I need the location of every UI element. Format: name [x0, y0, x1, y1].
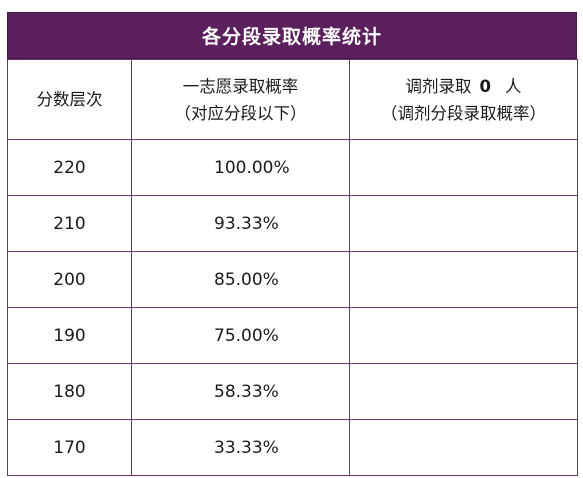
header-adjustment-suffix: 人	[504, 76, 522, 96]
table-row: 200 85.00%	[7, 251, 578, 308]
score-cell: 210	[7, 195, 132, 252]
score-cell: 170	[7, 419, 132, 476]
table-title: 各分段录取概率统计	[7, 12, 577, 59]
score-cell: 220	[7, 139, 132, 196]
adjust-cell	[349, 251, 578, 308]
header-first-choice-line2: （对应分段以下）	[174, 103, 307, 123]
header-first-choice-line1: 一志愿录取概率	[182, 76, 299, 96]
table-row: 220 100.00%	[7, 139, 578, 196]
score-cell: 190	[7, 307, 132, 364]
probability-table-container: 各分段录取概率统计 分数层次 一志愿录取概率 （对应分段以下） 调剂录取 0 人 （…	[7, 12, 578, 476]
adjust-cell	[349, 419, 578, 476]
rate-cell: 85.00%	[131, 251, 350, 308]
header-adjustment-prefix: 调剂录取	[405, 76, 472, 96]
table-row: 210 93.33%	[7, 195, 578, 252]
score-cell: 180	[7, 363, 132, 420]
header-adjustment-count: 0	[479, 76, 491, 96]
table-row: 190 75.00%	[7, 307, 578, 364]
rate-cell: 33.33%	[131, 419, 350, 476]
header-adjustment-line2: （调剂分段录取概率）	[381, 103, 546, 123]
header-row: 分数层次 一志愿录取概率 （对应分段以下） 调剂录取 0 人 （调剂分段录取概率）	[7, 59, 578, 140]
rate-cell: 93.33%	[131, 195, 350, 252]
header-first-choice-rate: 一志愿录取概率 （对应分段以下）	[131, 59, 350, 140]
rate-cell: 58.33%	[131, 363, 350, 420]
score-cell: 200	[7, 251, 132, 308]
header-score-level-label: 分数层次	[36, 90, 103, 109]
adjust-cell	[349, 195, 578, 252]
adjust-cell	[349, 363, 578, 420]
probability-table: 分数层次 一志愿录取概率 （对应分段以下） 调剂录取 0 人 （调剂分段录取概率） …	[7, 59, 578, 476]
rate-cell: 75.00%	[131, 307, 350, 364]
adjust-cell	[349, 139, 578, 196]
table-row: 170 33.33%	[7, 419, 578, 476]
header-score-level: 分数层次	[7, 59, 132, 140]
rate-cell: 100.00%	[131, 139, 350, 196]
adjust-cell	[349, 307, 578, 364]
header-adjustment-rate: 调剂录取 0 人 （调剂分段录取概率）	[349, 59, 578, 140]
table-row: 180 58.33%	[7, 363, 578, 420]
header-adjustment-line1: 调剂录取 0 人	[350, 73, 577, 100]
